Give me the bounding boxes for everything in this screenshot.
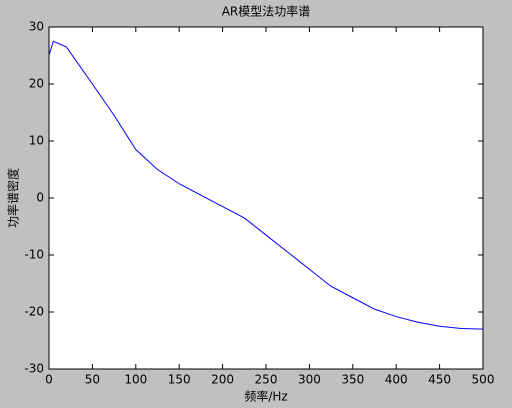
y-tick-label: 10 — [29, 134, 44, 148]
y-tick-label: 20 — [29, 77, 44, 91]
x-axis-label: 频率/Hz — [244, 389, 287, 404]
x-tick-label: 100 — [124, 373, 147, 387]
x-tick-label: 300 — [298, 373, 321, 387]
line — [48, 40, 484, 330]
x-tick-label: 250 — [255, 373, 278, 387]
x-tick-label: 450 — [428, 373, 451, 387]
y-tick-label: -30 — [24, 362, 44, 376]
y-tick-label: -20 — [24, 305, 44, 319]
x-tick-label: 50 — [85, 373, 100, 387]
x-tick-label: 350 — [341, 373, 364, 387]
x-tick-label: 500 — [472, 373, 495, 387]
x-tick-label: 0 — [45, 373, 53, 387]
x-tick-label: 200 — [211, 373, 234, 387]
chart-title: AR模型法功率谱 — [222, 4, 311, 19]
y-tick-label: 0 — [36, 191, 44, 205]
y-tick-label: 30 — [29, 20, 44, 34]
x-tick-label: 400 — [385, 373, 408, 387]
x-tick-label: 150 — [168, 373, 191, 387]
y-tick-label: -10 — [24, 248, 44, 262]
plot-area — [48, 26, 484, 370]
y-axis-label: 功率谱密度 — [6, 168, 21, 228]
